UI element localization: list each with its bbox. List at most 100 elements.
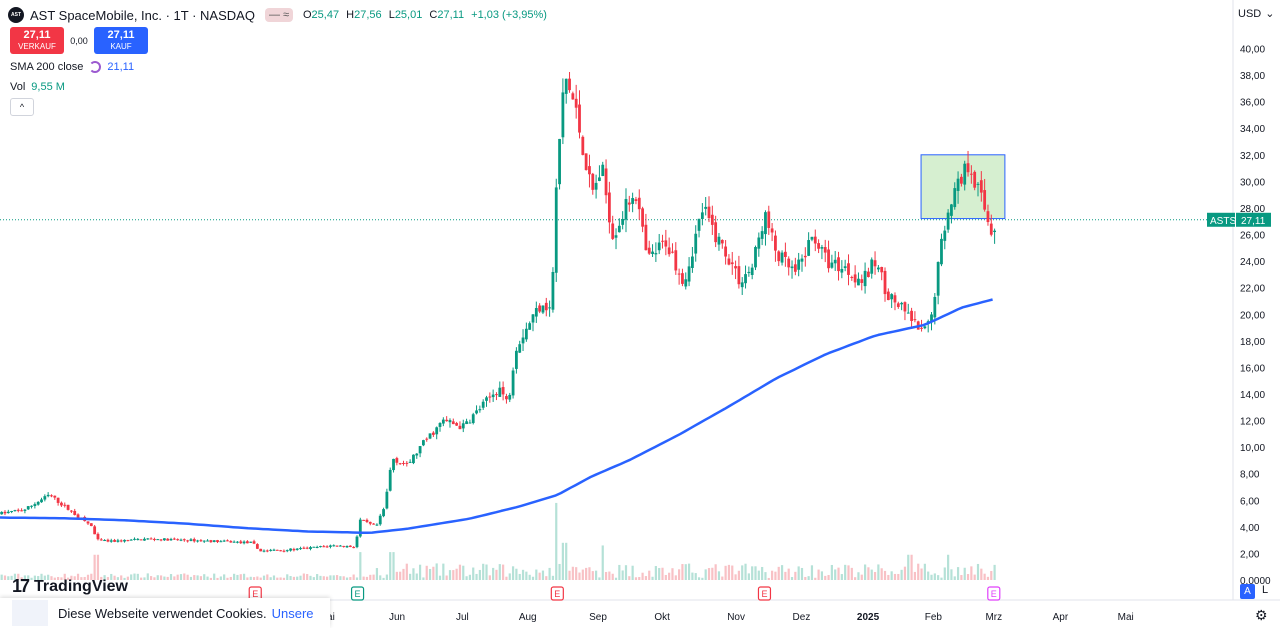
candle-body[interactable] [564, 78, 568, 94]
candle-body[interactable] [883, 270, 887, 295]
candle-body[interactable] [724, 246, 728, 257]
candle-body[interactable] [53, 495, 57, 498]
candle-body[interactable] [315, 546, 319, 548]
candle-body[interactable] [319, 546, 322, 548]
candle-body[interactable] [66, 504, 70, 510]
candle-body[interactable] [441, 419, 445, 424]
candle-body[interactable] [880, 266, 884, 273]
candle-body[interactable] [764, 212, 767, 235]
candle-body[interactable] [604, 168, 608, 196]
candle-body[interactable] [627, 202, 631, 205]
candle-body[interactable] [774, 235, 777, 251]
candle-body[interactable] [830, 262, 834, 268]
candle-body[interactable] [581, 136, 585, 155]
candle-body[interactable] [538, 305, 542, 312]
candle-body[interactable] [863, 270, 867, 287]
candle-body[interactable] [913, 319, 917, 321]
candle-body[interactable] [734, 266, 737, 269]
candle-body[interactable] [451, 421, 455, 425]
candle-body[interactable] [598, 177, 601, 181]
candle-body[interactable] [176, 539, 180, 541]
candle-body[interactable] [265, 550, 269, 552]
candle-body[interactable] [179, 539, 183, 541]
candle-body[interactable] [923, 326, 927, 329]
candle-body[interactable] [418, 446, 422, 454]
candle-body[interactable] [299, 548, 302, 550]
candle-body[interactable] [896, 303, 900, 307]
candle-body[interactable] [969, 173, 973, 175]
candle-body[interactable] [322, 546, 326, 548]
volume-legend[interactable]: Vol 9,55 M [10, 81, 65, 93]
candle-body[interactable] [983, 190, 987, 210]
candle-body[interactable] [212, 540, 216, 542]
candle-body[interactable] [505, 396, 508, 400]
candle-body[interactable] [26, 506, 30, 510]
candle-body[interactable] [6, 511, 10, 514]
candle-body[interactable] [989, 223, 993, 235]
candle-body[interactable] [707, 206, 711, 219]
candle-body[interactable] [574, 98, 578, 108]
candle-body[interactable] [959, 176, 963, 184]
auto-scale-button[interactable]: A [1240, 584, 1255, 599]
candle-body[interactable] [222, 540, 226, 542]
candle-body[interactable] [833, 259, 837, 264]
candle-body[interactable] [561, 92, 565, 138]
candle-body[interactable] [63, 504, 67, 506]
candle-body[interactable] [850, 277, 854, 279]
candle-body[interactable] [89, 523, 93, 527]
candle-body[interactable] [840, 268, 844, 273]
candle-body[interactable] [475, 410, 478, 414]
candle-body[interactable] [259, 548, 263, 552]
highlight-rectangle[interactable] [920, 154, 1006, 220]
candle-body[interactable] [491, 394, 495, 398]
candle-body[interactable] [16, 509, 20, 511]
candle-body[interactable] [133, 538, 136, 540]
candle-body[interactable] [392, 458, 395, 471]
candle-body[interactable] [96, 533, 100, 540]
candle-body[interactable] [647, 247, 651, 254]
candle-body[interactable] [740, 282, 744, 288]
candle-body[interactable] [116, 540, 120, 542]
candle-body[interactable] [30, 505, 33, 507]
candle-body[interactable] [86, 521, 90, 524]
candle-body[interactable] [787, 258, 791, 268]
candle-body[interactable] [797, 259, 801, 270]
candle-body[interactable] [770, 228, 774, 233]
candle-body[interactable] [455, 423, 459, 426]
candle-body[interactable] [950, 204, 953, 216]
candle-body[interactable] [76, 514, 80, 518]
candle-body[interactable] [69, 510, 73, 512]
candle-body[interactable] [963, 163, 967, 185]
candle-body[interactable] [661, 240, 664, 242]
candle-body[interactable] [936, 261, 940, 296]
candle-body[interactable] [528, 323, 532, 330]
earnings-marker-icon[interactable] [550, 586, 564, 601]
candle-body[interactable] [289, 548, 292, 551]
candle-body[interactable] [226, 540, 229, 542]
candle-body[interactable] [20, 510, 23, 512]
candle-body[interactable] [375, 524, 379, 526]
candle-body[interactable] [641, 208, 644, 227]
candle-body[interactable] [93, 526, 97, 535]
candle-body[interactable] [468, 422, 472, 424]
candle-body[interactable] [395, 458, 399, 463]
sell-button[interactable]: 27,11 VERKAUF [10, 27, 64, 54]
candle-body[interactable] [372, 523, 375, 525]
candle-body[interactable] [252, 541, 256, 544]
candle-body[interactable] [435, 427, 439, 435]
cookie-link[interactable]: Unsere [271, 605, 314, 621]
candle-body[interactable] [358, 519, 362, 537]
candle-body[interactable] [498, 387, 502, 397]
candle-body[interactable] [262, 550, 266, 552]
candle-body[interactable] [73, 510, 77, 515]
candle-body[interactable] [149, 538, 153, 540]
candle-body[interactable] [438, 423, 442, 427]
candle-body[interactable] [508, 394, 512, 400]
candle-body[interactable] [534, 308, 538, 317]
candle-body[interactable] [182, 539, 186, 541]
candle-body[interactable] [232, 541, 236, 543]
candle-body[interactable] [531, 314, 535, 323]
candle-body[interactable] [448, 420, 452, 423]
candle-body[interactable] [445, 419, 449, 422]
candle-body[interactable] [398, 463, 402, 465]
